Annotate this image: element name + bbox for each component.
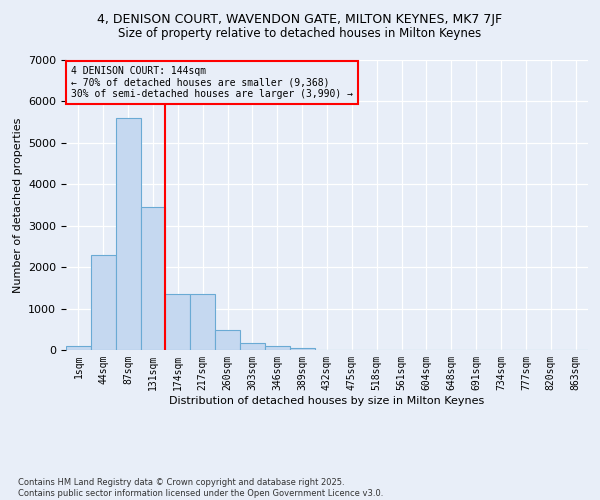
Bar	[91, 254, 116, 350]
Text: Contains HM Land Registry data © Crown copyright and database right 2025.
Contai: Contains HM Land Registry data © Crown c…	[18, 478, 383, 498]
Bar	[66, 346, 91, 350]
Bar	[116, 118, 140, 350]
Bar	[166, 294, 190, 350]
Bar	[215, 330, 240, 350]
Text: Size of property relative to detached houses in Milton Keynes: Size of property relative to detached ho…	[118, 28, 482, 40]
X-axis label: Distribution of detached houses by size in Milton Keynes: Distribution of detached houses by size …	[169, 396, 485, 406]
Text: 4, DENISON COURT, WAVENDON GATE, MILTON KEYNES, MK7 7JF: 4, DENISON COURT, WAVENDON GATE, MILTON …	[97, 12, 503, 26]
Bar	[290, 348, 314, 350]
Bar	[140, 207, 166, 350]
Y-axis label: Number of detached properties: Number of detached properties	[13, 118, 23, 292]
Bar	[190, 294, 215, 350]
Bar	[265, 346, 290, 350]
Bar	[240, 343, 265, 350]
Text: 4 DENISON COURT: 144sqm
← 70% of detached houses are smaller (9,368)
30% of semi: 4 DENISON COURT: 144sqm ← 70% of detache…	[71, 66, 353, 99]
